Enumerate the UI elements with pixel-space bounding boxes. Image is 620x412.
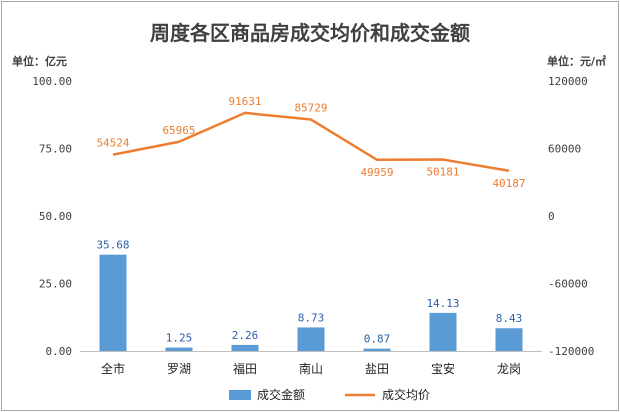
- x-tick-label: 盐田: [365, 362, 389, 376]
- line-data-label: 65965: [162, 124, 195, 137]
- chart-title: 周度各区商品房成交均价和成交金额: [150, 21, 470, 45]
- x-tick-label: 福田: [233, 361, 257, 376]
- line-data-label: 91631: [228, 95, 261, 108]
- bar-data-label: 1.25: [166, 332, 193, 345]
- legend-label-bar: 成交金额: [257, 387, 305, 402]
- bar: [165, 347, 193, 351]
- bar-data-label: 35.68: [96, 239, 129, 252]
- line-data-label: 49959: [360, 166, 393, 179]
- x-tick-label: 宝安: [431, 361, 455, 376]
- y-right-tick-label: 60000: [548, 143, 581, 156]
- line-data-label: 85729: [294, 102, 327, 115]
- y-right-tick-label: -120000: [548, 345, 594, 358]
- y-left-tick-label: 75.00: [39, 143, 72, 156]
- x-tick-label: 全市: [101, 361, 125, 376]
- legend-label-line: 成交均价: [382, 387, 430, 402]
- y-right-tick-label: -60000: [548, 278, 588, 291]
- bar-series: [99, 254, 523, 351]
- bar: [429, 312, 457, 351]
- legend: 成交金额 成交均价: [229, 387, 430, 402]
- line-series: [112, 111, 510, 173]
- bar: [363, 348, 391, 351]
- y-left-tick-label: 0.00: [46, 345, 73, 358]
- x-tick-label: 罗湖: [167, 361, 191, 376]
- bar: [99, 254, 127, 351]
- line-path: [112, 111, 510, 173]
- bar-data-label: 8.43: [496, 312, 523, 325]
- bar-data-label: 8.73: [298, 311, 325, 324]
- data-labels: 35.68 1.25 2.26 8.73 0.87 14.13 8.43 54524 65965…: [96, 95, 525, 346]
- bar-data-label: 14.13: [426, 297, 459, 310]
- bar-data-label: 2.26: [232, 329, 259, 342]
- bar: [495, 328, 523, 351]
- y-right-tick-label: 120000: [548, 75, 588, 88]
- line-data-label: 54524: [96, 137, 129, 150]
- bar: [297, 327, 325, 351]
- x-tick-label: 南山: [299, 361, 323, 376]
- bar: [231, 344, 259, 351]
- line-data-label: 40187: [492, 177, 525, 190]
- axes: 0.00 25.00 50.00 75.00 100.00 -120000 -60000 0 6…: [32, 75, 594, 376]
- y-left-tick-label: 100.00: [32, 75, 72, 88]
- line-data-label: 50181: [426, 166, 459, 179]
- y-left-tick-label: 50.00: [39, 210, 72, 223]
- y-left-tick-label: 25.00: [39, 278, 72, 291]
- right-axis-unit: 单位：元/㎡: [547, 54, 606, 68]
- legend-swatch-bar: [229, 390, 251, 400]
- y-right-tick-label: 0: [548, 210, 555, 223]
- left-axis-unit: 单位：亿元: [12, 54, 67, 68]
- bar-data-label: 0.87: [364, 333, 391, 346]
- x-tick-label: 龙岗: [497, 362, 521, 376]
